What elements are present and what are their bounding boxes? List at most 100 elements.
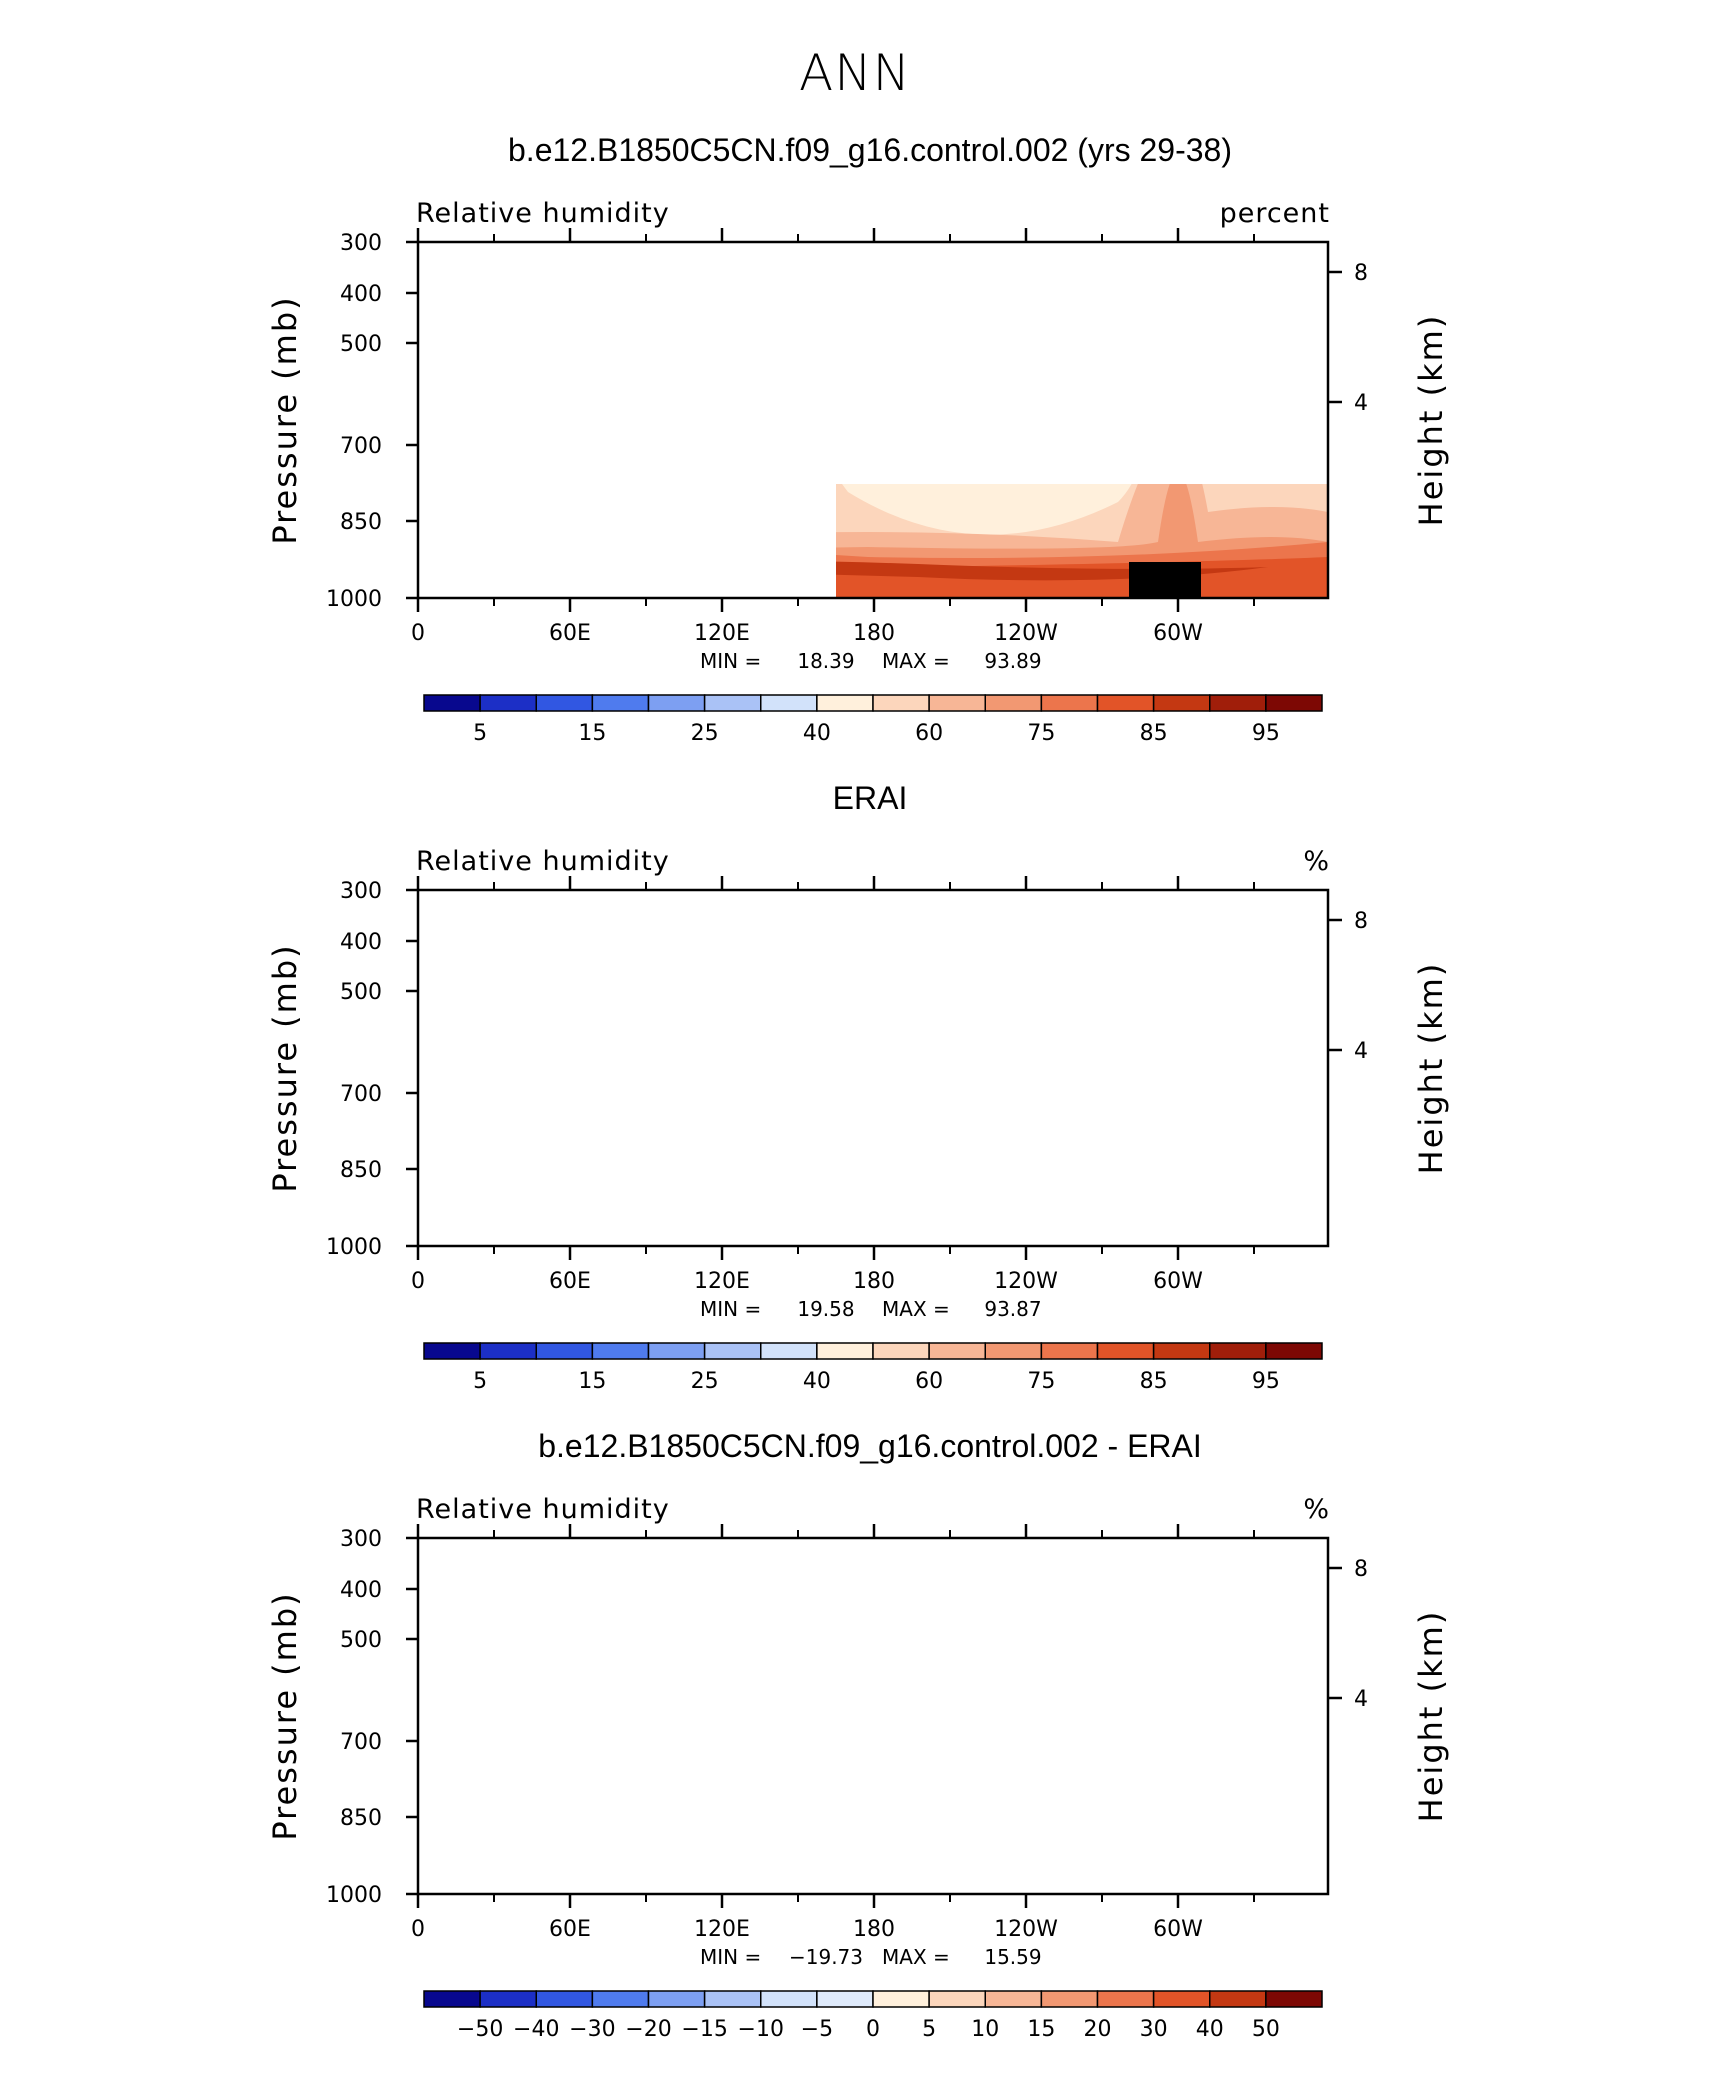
colorbar-label: 10 [971,2017,999,2042]
y2-tick-label: 8 [1354,909,1368,934]
panel-2-field [418,890,1328,1246]
y-tick-label: 850 [340,1806,382,1831]
colorbar-swatch [1265,1342,1323,1360]
colorbar-label: 30 [1140,2017,1168,2042]
x-tick-label: 120W [994,1269,1058,1294]
contour-region [973,282,1018,296]
colorbar-swatch [423,1342,481,1360]
contour-region [998,1538,1163,1774]
colorbar-swatch [760,694,818,712]
stat-max-value: 93.89 [984,649,1041,673]
x-tick-label: 60E [549,1917,591,1942]
colorbar-swatch [872,694,930,712]
contour-region [1255,1698,1308,1808]
colorbar-swatch [703,1342,762,1360]
contour-region [418,1538,498,1608]
colorbar-label: 25 [691,721,719,746]
colorbar-swatch [1096,694,1155,712]
stat-min-label: MIN = [700,1945,761,1969]
contour-background [418,1538,1328,1894]
contour-region [958,925,1068,990]
colorbar-swatch [703,1990,762,2008]
colorbar-label: −5 [801,2017,833,2042]
stat-min-value: 18.39 [797,649,854,673]
panel-1-subtitle-right: percent [1220,198,1330,229]
colorbar-swatch [1152,1990,1211,2008]
contour-region [488,890,563,1010]
y2-axis-label: Height (km) [1412,1610,1450,1823]
colorbar-swatch [928,694,986,712]
stat-max-label: MAX = [882,649,950,673]
contour-region [418,1688,448,1838]
y-tick-label: 1000 [326,1883,382,1908]
colorbar-swatch [479,694,537,712]
y-tick-label: 700 [340,434,382,459]
colorbar-label: 40 [803,1369,831,1394]
y-tick-label: 850 [340,510,382,535]
contour-region [618,1538,688,1598]
stat-max-label: MAX = [882,1297,950,1321]
colorbar-label: 5 [473,721,487,746]
panel-3-subtitle-left: Relative humidity [416,1494,670,1525]
y-tick-label: 850 [340,1158,382,1183]
colorbar-swatch [1152,1342,1211,1360]
colorbar-swatch [760,1342,818,1360]
contour-region [418,1027,1328,1246]
contour-region [918,905,1081,1012]
contour-background [418,890,1328,1246]
colorbar-label: −40 [513,2017,559,2042]
colorbar-swatch [1209,694,1267,712]
colorbar-label: 5 [922,2017,936,2042]
contour-region [418,890,478,1040]
colorbar-label: 75 [1027,1369,1055,1394]
colorbar-label: −30 [569,2017,615,2042]
panel-1-field [488,242,1328,598]
contour-region [778,1538,984,1796]
contour-region [788,1538,878,1598]
colorbar-swatch [1209,1342,1267,1360]
colorbar-swatch [760,1990,818,2008]
x-tick-label: 60W [1153,1917,1203,1942]
colorbar-swatch [816,1990,874,2008]
contour-region [1033,960,1058,968]
y-tick-label: 1000 [326,1235,382,1260]
panel-1-title: b.e12.B1850C5CN.f09_g16.control.002 (yrs… [508,132,1232,168]
colorbar-swatch [928,1342,986,1360]
contour-region [500,1090,516,1246]
panel-3-field [418,1538,1328,1894]
y-tick-label: 400 [340,930,382,955]
panel-2-title: ERAI [832,780,908,816]
x-tick-label: 60W [1153,621,1203,646]
x-tick-label: 120W [994,621,1058,646]
stat-max-value: 15.59 [984,1945,1041,1969]
colorbar-label: 40 [1196,2017,1224,2042]
stat-max-value: 93.87 [984,1297,1041,1321]
contour-region [488,242,566,392]
colorbar-label: 25 [691,1369,719,1394]
y2-axis-label: Height (km) [1412,962,1450,1175]
panel-2-subtitle-left: Relative humidity [416,846,670,877]
panel-3-subtitle-right: % [1303,1494,1330,1525]
colorbar-label: 15 [578,721,606,746]
contour-region [1056,1743,1114,1818]
colorbar-swatch [1096,1990,1155,2008]
colorbar-swatch [1040,694,1099,712]
colorbar-swatch [984,694,1043,712]
y2-tick-label: 4 [1354,1039,1368,1064]
contour-region [928,261,1053,327]
contour-region [1276,920,1324,975]
stat-min-value: 19.58 [797,1297,854,1321]
y-tick-label: 300 [340,231,382,256]
y-tick-label: 300 [340,879,382,904]
colorbar-swatch [591,694,650,712]
contour-region [490,1538,610,1768]
panel-2: Relative humidity % 0 60E 120E 180 120W 60W 300 4… [266,846,1450,1394]
colorbar-label: 85 [1140,721,1168,746]
panel-1: Relative humidity percent 0 60E 120E 180 120W 6… [266,198,1450,746]
colorbar-swatch [647,694,706,712]
y2-tick-label: 4 [1354,1687,1368,1712]
x-tick-label: 120E [694,621,750,646]
colorbar-swatch [535,1342,594,1360]
x-tick-label: 60W [1153,1269,1203,1294]
